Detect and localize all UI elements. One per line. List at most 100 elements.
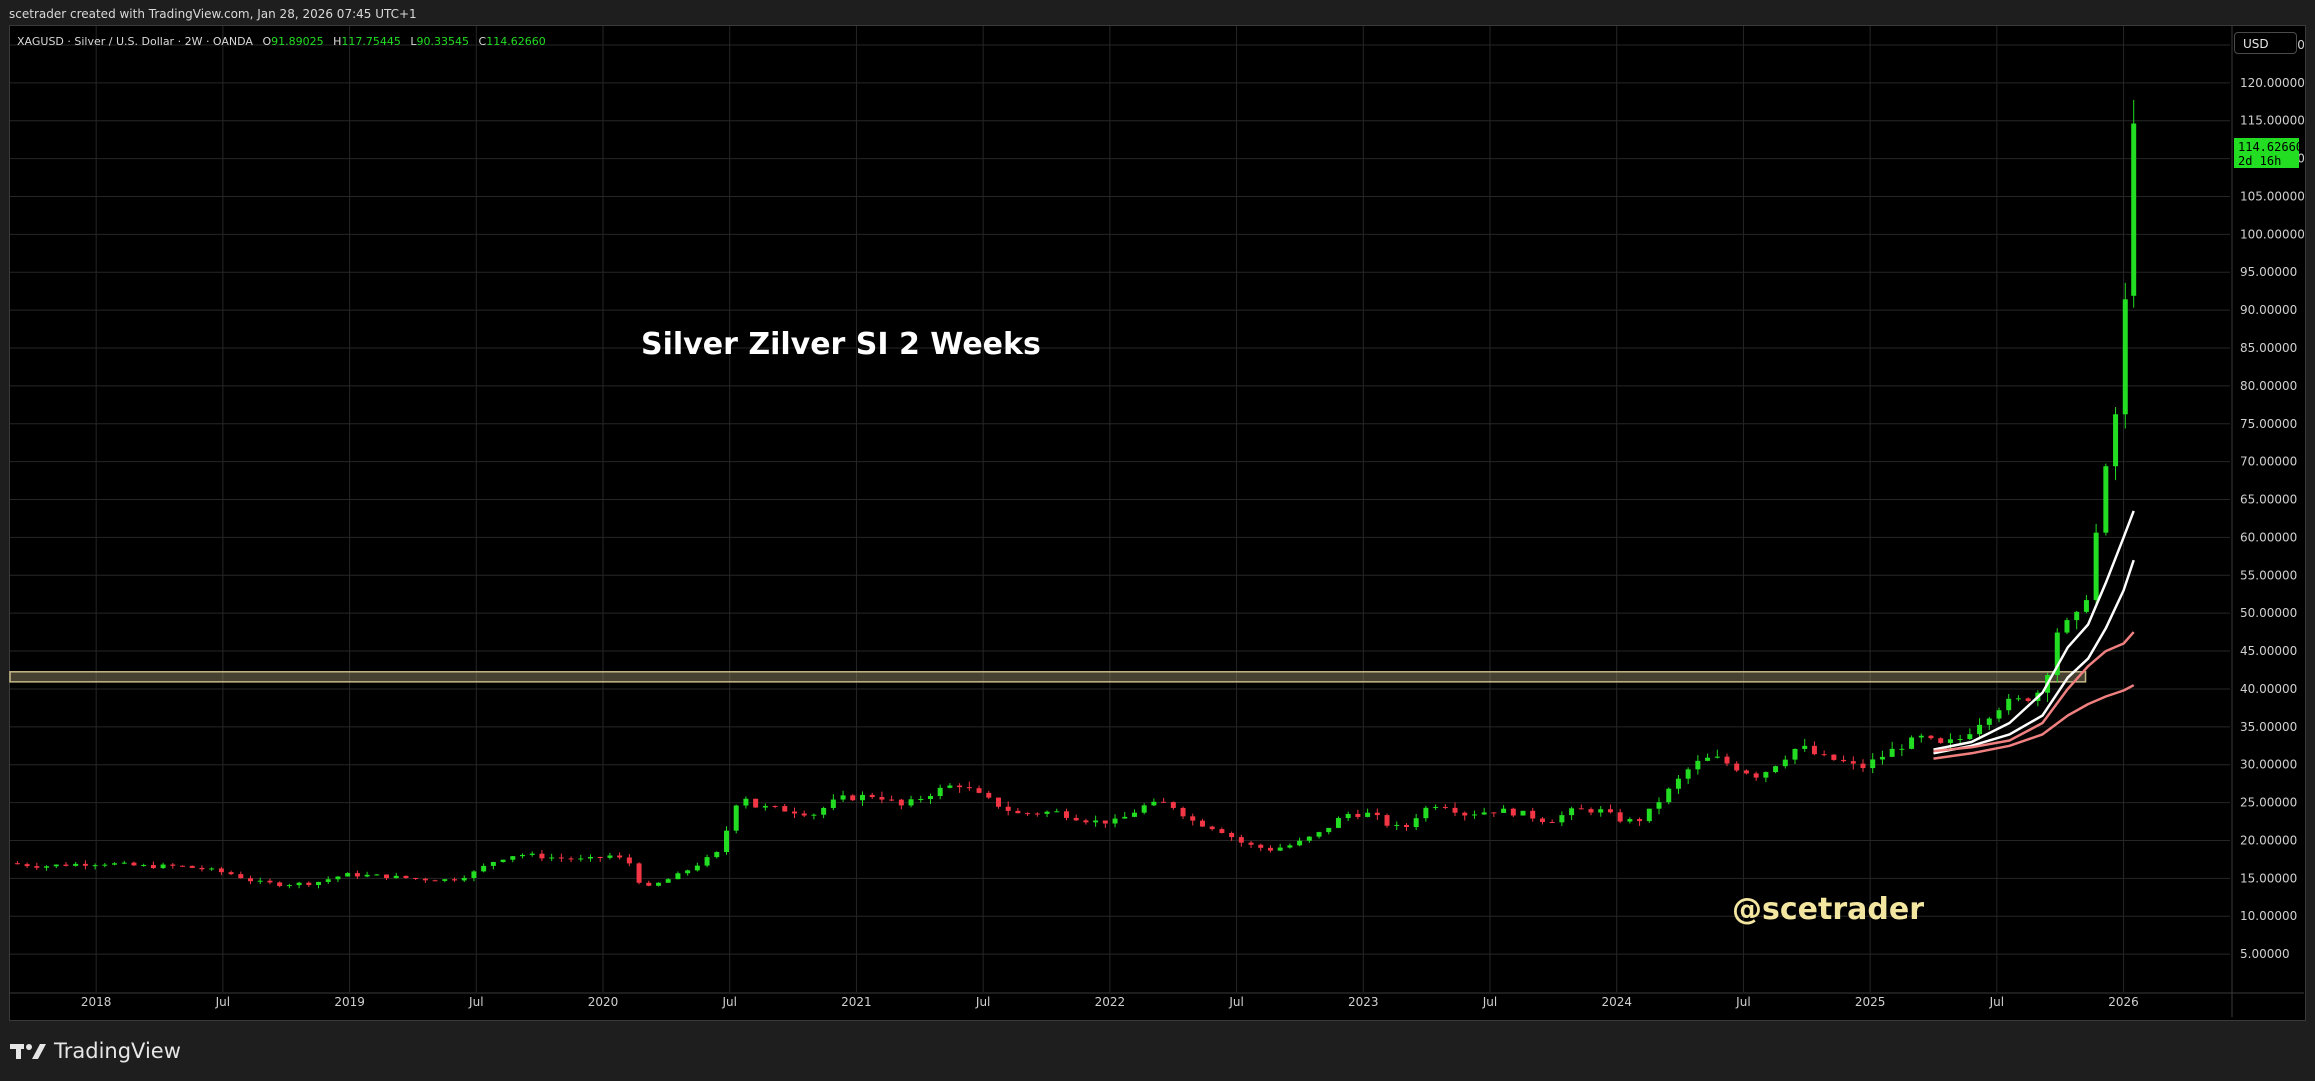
- candle-up: [1297, 840, 1303, 846]
- candle-up: [1112, 818, 1118, 824]
- candle-up: [704, 857, 710, 866]
- candle-up: [1685, 769, 1691, 779]
- candle-up: [549, 857, 555, 859]
- time-tick-label: Jul: [1989, 995, 2004, 1009]
- candle-up: [1335, 818, 1341, 828]
- candle-up: [1792, 748, 1798, 760]
- grid-lines: [10, 26, 2230, 992]
- horizontal-band: [9, 671, 2087, 683]
- candle-up: [908, 799, 914, 806]
- candle-up: [141, 865, 147, 867]
- candle-down: [879, 797, 885, 800]
- candle-down: [228, 872, 234, 875]
- candle-up: [2113, 414, 2119, 467]
- price-tick-label: 20.00000: [2240, 833, 2297, 847]
- candle-down: [1015, 810, 1021, 814]
- candle-up: [2015, 698, 2021, 700]
- price-axis: 125.00000120.00000115.00000110.00000105.…: [2231, 26, 2305, 1017]
- candle-down: [976, 788, 982, 793]
- time-tick-label: 2022: [1095, 995, 1126, 1009]
- moving-average-line: [1933, 684, 2135, 760]
- candle-up: [1763, 772, 1769, 778]
- low-label: L: [410, 35, 417, 48]
- candle-up: [937, 787, 943, 797]
- candle-up: [53, 864, 59, 867]
- candle-down: [189, 865, 195, 868]
- bar-countdown: 2d 16h: [2238, 154, 2282, 168]
- close-value: 114.62660: [486, 35, 546, 48]
- currency-selector[interactable]: USD: [2234, 32, 2297, 54]
- high-value: 117.75445: [341, 35, 401, 48]
- candle-down: [646, 882, 652, 886]
- candle-up: [481, 865, 487, 872]
- candle-up: [588, 856, 594, 859]
- candle-up: [529, 853, 535, 855]
- candle-up: [685, 870, 691, 874]
- time-tick-label: Jul: [1735, 995, 1750, 1009]
- candle-down: [1530, 810, 1536, 819]
- candle-down: [1442, 806, 1448, 808]
- candle-down: [1637, 819, 1643, 822]
- candle-up: [1782, 759, 1788, 767]
- candle-up: [743, 798, 749, 806]
- candle-down: [772, 805, 778, 807]
- time-tick-label: 2023: [1348, 995, 1379, 1009]
- time-tick-label: 2024: [1601, 995, 1632, 1009]
- tradingview-logo[interactable]: TradingView: [10, 1036, 181, 1066]
- candle-up: [1598, 809, 1604, 813]
- candle-up: [2006, 698, 2012, 711]
- candle-down: [597, 856, 603, 858]
- candle-down: [199, 867, 205, 870]
- candle-down: [1491, 812, 1497, 814]
- candle-up: [1501, 808, 1507, 813]
- candle-down: [1190, 816, 1196, 821]
- candle-up: [2083, 600, 2089, 612]
- candle-up: [442, 879, 448, 881]
- time-tick-label: Jul: [1228, 995, 1243, 1009]
- candle-up: [675, 873, 681, 880]
- candle-down: [869, 794, 875, 798]
- candle-up: [811, 814, 817, 816]
- candle-down: [452, 879, 458, 881]
- candle-up: [947, 785, 953, 788]
- candle-down: [1034, 813, 1040, 815]
- candle-down: [1841, 759, 1847, 762]
- candle-down: [277, 882, 283, 887]
- candle-up: [859, 794, 865, 801]
- candle-up: [1957, 738, 1963, 740]
- candle-up: [1870, 759, 1876, 769]
- candle-up: [1996, 710, 2002, 719]
- candle-up: [1899, 748, 1905, 750]
- candle-up: [2074, 611, 2080, 621]
- candle-up: [714, 852, 720, 858]
- candle-down: [218, 868, 224, 873]
- candle-down: [1588, 809, 1594, 813]
- candle-up: [257, 880, 263, 882]
- candle-up: [112, 863, 118, 865]
- candle-up: [102, 864, 108, 866]
- candle-up: [694, 865, 700, 871]
- time-tick-label: 2025: [1855, 995, 1886, 1009]
- candle-up: [1131, 812, 1137, 817]
- candle-up: [1666, 788, 1672, 803]
- candle-up: [325, 879, 331, 882]
- candle-up: [2122, 299, 2128, 415]
- candle-up: [1394, 824, 1400, 826]
- candle-down: [1199, 820, 1205, 827]
- chart-title-annotation: Silver Zilver SI 2 Weeks: [641, 327, 1041, 362]
- candle-down: [306, 882, 312, 886]
- candle-up: [1802, 745, 1808, 749]
- candle-up: [1977, 724, 1983, 735]
- candle-up: [160, 864, 166, 869]
- time-tick-label: 2021: [841, 995, 872, 1009]
- candle-up: [1909, 737, 1915, 749]
- candle-up: [1947, 739, 1953, 743]
- candle-down: [1462, 812, 1468, 816]
- candle-up: [927, 796, 933, 799]
- candle-down: [1384, 815, 1390, 826]
- candle-up: [335, 876, 341, 880]
- time-tick-label: Jul: [215, 995, 230, 1009]
- candle-down: [14, 863, 20, 865]
- candle-up: [296, 882, 302, 886]
